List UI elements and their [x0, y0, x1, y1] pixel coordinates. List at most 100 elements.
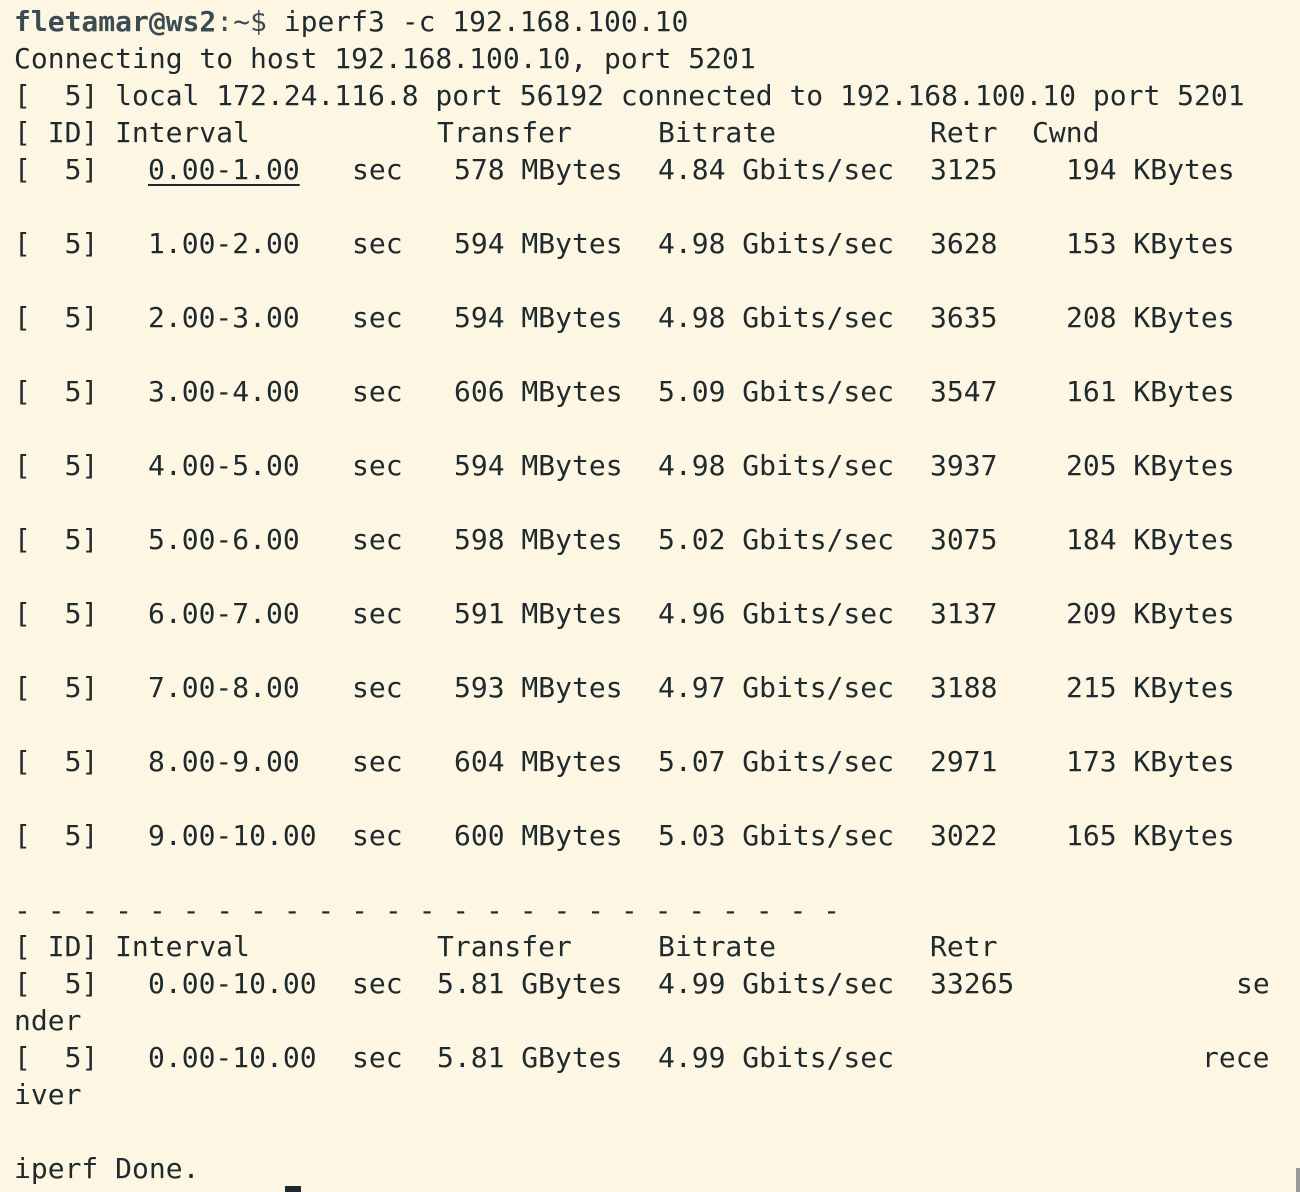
prompt-path: :~$	[216, 5, 284, 38]
row-cwnd: 153 KBytes	[1066, 227, 1235, 260]
row-retr: 3937	[930, 449, 998, 482]
prompt-line: fletamar@ws2:~$ iperf3 -c 192.168.100.10	[14, 3, 688, 40]
local-connection-line: [ 5] local 172.24.116.8 port 56192 conne…	[14, 79, 1245, 112]
summary-transfer: 5.81 GBytes	[437, 967, 623, 1000]
row-transfer: 578 MBytes	[454, 153, 623, 186]
row-transfer: 604 MBytes	[454, 745, 623, 778]
header-cwnd: Cwnd	[1032, 116, 1100, 149]
row-bitrate: 4.84 Gbits/sec	[658, 153, 895, 186]
row-interval: 9.00-10.00	[148, 819, 317, 852]
header-retr: Retr	[930, 116, 998, 149]
summary-transfer: 5.81 GBytes	[437, 1041, 623, 1074]
summary-id: [ 5]	[14, 967, 99, 1000]
summary-header-transfer: Transfer	[437, 930, 572, 963]
row-cwnd: 209 KBytes	[1066, 597, 1235, 630]
separator-line: - - - - - - - - - - - - - - - - - - - - …	[14, 894, 841, 927]
summary-role-start: se	[1236, 967, 1270, 1000]
row-id: [ 5]	[14, 375, 99, 408]
row-id: [ 5]	[14, 227, 99, 260]
row-transfer: 594 MBytes	[454, 227, 623, 260]
row-retr: 3547	[930, 375, 998, 408]
row-interval: 0.00-1.00	[148, 153, 300, 186]
summary-retr: 33265	[930, 967, 1015, 1000]
row-cwnd: 215 KBytes	[1066, 671, 1235, 704]
row-retr: 3628	[930, 227, 998, 260]
row-bitrate: 4.97 Gbits/sec	[658, 671, 895, 704]
row-unit: sec	[352, 819, 403, 852]
summary-bitrate: 4.99 Gbits/sec	[658, 967, 895, 1000]
scrollbar[interactable]	[1296, 1168, 1300, 1192]
connecting-line: Connecting to host 192.168.100.10, port …	[14, 42, 756, 75]
row-interval: 5.00-6.00	[148, 523, 300, 556]
row-unit: sec	[352, 671, 403, 704]
row-transfer: 591 MBytes	[454, 597, 623, 630]
row-transfer: 594 MBytes	[454, 301, 623, 334]
prompt-command: iperf3 -c 192.168.100.10	[283, 5, 689, 38]
row-cwnd: 161 KBytes	[1066, 375, 1235, 408]
row-unit: sec	[352, 597, 403, 630]
row-unit: sec	[352, 375, 403, 408]
row-id: [ 5]	[14, 671, 99, 704]
summary-interval: 0.00-10.00	[148, 967, 317, 1000]
row-bitrate: 4.98 Gbits/sec	[658, 227, 895, 260]
summary-interval: 0.00-10.00	[148, 1041, 317, 1074]
summary-header-interval: Interval	[115, 930, 250, 963]
row-retr: 3125	[930, 153, 998, 186]
row-unit: sec	[352, 301, 403, 334]
row-bitrate: 5.09 Gbits/sec	[658, 375, 895, 408]
row-retr: 2971	[930, 745, 998, 778]
summary-id: [ 5]	[14, 1041, 99, 1074]
row-id: [ 5]	[14, 745, 99, 778]
row-bitrate: 4.96 Gbits/sec	[658, 597, 895, 630]
row-bitrate: 5.02 Gbits/sec	[658, 523, 895, 556]
prompt-user-host: fletamar@ws2	[14, 5, 217, 38]
summary-header-bitrate: Bitrate	[658, 930, 777, 963]
row-unit: sec	[352, 745, 403, 778]
row-interval: 1.00-2.00	[148, 227, 300, 260]
row-retr: 3075	[930, 523, 998, 556]
row-interval: 7.00-8.00	[148, 671, 300, 704]
row-interval: 2.00-3.00	[148, 301, 300, 334]
row-cwnd: 205 KBytes	[1066, 449, 1235, 482]
row-transfer: 606 MBytes	[454, 375, 623, 408]
row-bitrate: 5.03 Gbits/sec	[658, 819, 895, 852]
row-retr: 3137	[930, 597, 998, 630]
summary-header-id: [ ID]	[14, 930, 99, 963]
row-transfer: 594 MBytes	[454, 449, 623, 482]
row-id: [ 5]	[14, 449, 99, 482]
row-transfer: 600 MBytes	[454, 819, 623, 852]
row-bitrate: 5.07 Gbits/sec	[658, 745, 895, 778]
row-id: [ 5]	[14, 523, 99, 556]
row-cwnd: 184 KBytes	[1066, 523, 1235, 556]
row-unit: sec	[352, 449, 403, 482]
row-cwnd: 173 KBytes	[1066, 745, 1235, 778]
row-retr: 3635	[930, 301, 998, 334]
row-cwnd: 194 KBytes	[1066, 153, 1235, 186]
header-bitrate: Bitrate	[658, 116, 777, 149]
row-retr: 3022	[930, 819, 998, 852]
row-unit: sec	[352, 227, 403, 260]
row-cwnd: 165 KBytes	[1066, 819, 1235, 852]
row-bitrate: 4.98 Gbits/sec	[658, 301, 895, 334]
row-cwnd: 208 KBytes	[1066, 301, 1235, 334]
row-id: [ 5]	[14, 597, 99, 630]
row-bitrate: 4.98 Gbits/sec	[658, 449, 895, 482]
header-transfer: Transfer	[437, 116, 572, 149]
row-unit: sec	[352, 153, 403, 186]
row-transfer: 598 MBytes	[454, 523, 623, 556]
row-id: [ 5]	[14, 153, 99, 186]
row-retr: 3188	[930, 671, 998, 704]
row-interval: 8.00-9.00	[148, 745, 300, 778]
summary-header-retr: Retr	[930, 930, 998, 963]
summary-role-end: iver	[14, 1078, 82, 1111]
header-interval: Interval	[115, 116, 250, 149]
header-id: [ ID]	[14, 116, 99, 149]
row-interval: 3.00-4.00	[148, 375, 300, 408]
text-cursor	[285, 1186, 301, 1192]
done-line: iperf Done.	[14, 1152, 200, 1185]
summary-role-start: rece	[1202, 1041, 1270, 1074]
summary-unit: sec	[352, 967, 403, 1000]
row-id: [ 5]	[14, 819, 99, 852]
summary-bitrate: 4.99 Gbits/sec	[658, 1041, 895, 1074]
